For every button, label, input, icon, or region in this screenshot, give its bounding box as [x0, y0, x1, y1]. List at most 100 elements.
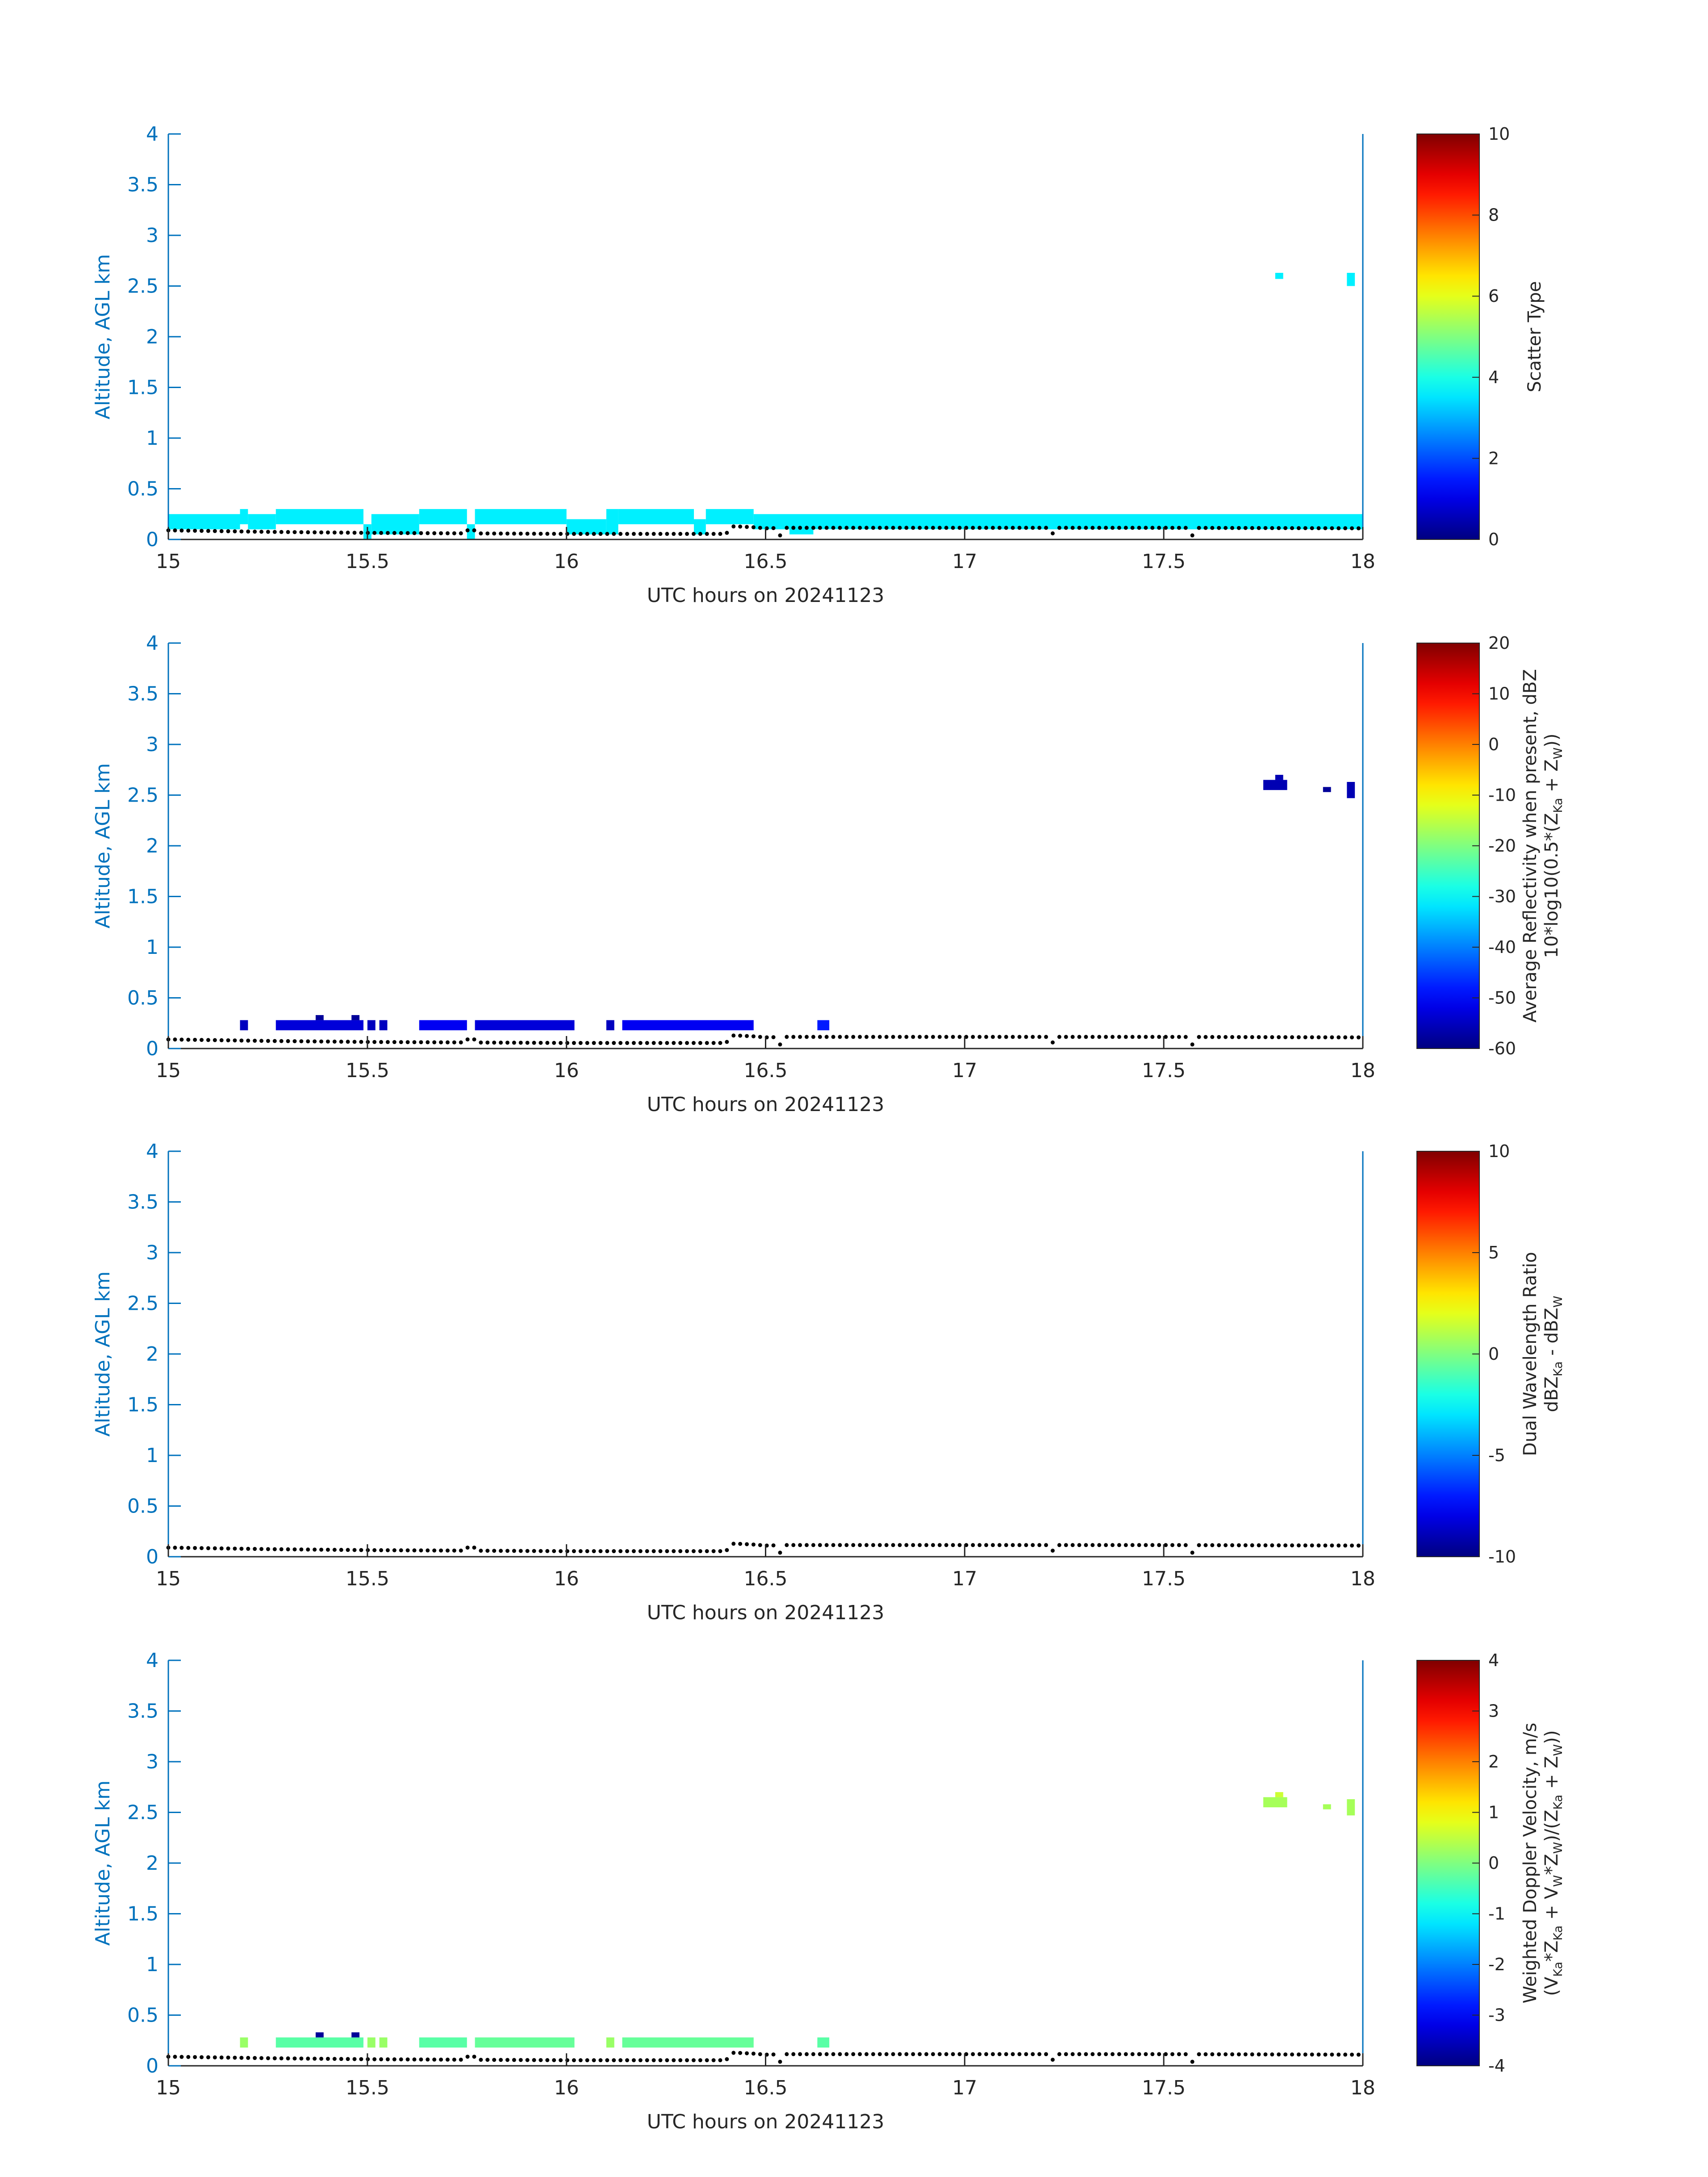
surface-point — [1197, 1035, 1201, 1039]
surface-point — [246, 529, 251, 534]
surface-point — [465, 1037, 470, 1042]
surface-point — [499, 2058, 503, 2062]
surface-point — [1343, 1035, 1348, 1040]
surface-point — [864, 1543, 869, 1547]
surface-point — [1090, 2052, 1095, 2056]
surface-point — [1177, 1543, 1181, 1547]
surface-point — [1230, 1543, 1235, 1547]
surface-point — [186, 528, 191, 533]
x-tick-label: 16 — [554, 1567, 579, 1590]
surface-point — [472, 1037, 476, 1042]
surface-point — [678, 2058, 683, 2063]
heatmap-cell — [168, 514, 240, 530]
surface-point — [585, 1549, 589, 1554]
surface-point — [359, 2057, 363, 2061]
heatmap-cell — [1323, 787, 1331, 792]
surface-point — [1084, 1035, 1088, 1039]
surface-point — [193, 528, 197, 533]
surface-point — [352, 1040, 357, 1044]
surface-point — [472, 2055, 476, 2059]
panel-1: 0 0.5 1 1.5 2 2.5 3 3.5 4 15 15.5 16 16.5 17 17.5 18 UTC… — [92, 123, 1545, 607]
surface-point — [678, 1549, 683, 1554]
surface-point — [1250, 1035, 1254, 1039]
surface-point — [798, 2052, 802, 2056]
heatmap-cells — [240, 1792, 1355, 2048]
x-tick-label: 18 — [1350, 1059, 1375, 1082]
surface-point — [718, 1041, 722, 1045]
surface-point — [997, 1543, 1002, 1547]
surface-point — [1224, 1035, 1228, 1039]
colorbar-tick-label: -3 — [1488, 2006, 1505, 2025]
surface-point — [1150, 526, 1155, 530]
surface-point — [372, 531, 377, 535]
surface-point — [924, 1035, 929, 1039]
surface-point — [698, 2058, 702, 2063]
surface-point — [665, 1041, 669, 1045]
surface-point — [658, 2058, 663, 2063]
colorbar-tick-label: 0 — [1488, 1344, 1499, 1364]
surface-point — [226, 1546, 230, 1551]
x-axis-label: UTC hours on 20241123 — [647, 2110, 885, 2133]
surface-point — [445, 531, 450, 535]
y-tick-label: 4 — [146, 632, 159, 655]
y-tick-label: 1.5 — [127, 1903, 159, 1926]
surface-point — [1197, 526, 1201, 530]
surface-point — [452, 531, 456, 535]
surface-point — [1037, 526, 1042, 530]
surface-point — [1170, 1543, 1175, 1547]
surface-point — [844, 1035, 849, 1039]
surface-point — [552, 1549, 556, 1553]
x-tick-label: 17.5 — [1142, 1059, 1186, 1082]
surface-point — [1303, 1035, 1307, 1040]
surface-point — [631, 532, 636, 536]
surface-point — [426, 1548, 430, 1553]
panel-2: 0 0.5 1 1.5 2 2.5 3 3.5 4 15 15.5 16 16.5 17 17.5 18 UTC… — [92, 632, 1565, 1116]
y-tick-label: 1.5 — [127, 1394, 159, 1417]
surface-point — [864, 1035, 869, 1039]
surface-point — [445, 2057, 450, 2062]
y-tick-label: 3 — [146, 224, 159, 247]
surface-point — [352, 2057, 357, 2061]
surface-point — [332, 2056, 337, 2061]
surface-point — [572, 2058, 576, 2063]
x-tick-label: 16.5 — [744, 2077, 788, 2099]
surface-point — [931, 526, 935, 530]
surface-point — [918, 526, 922, 530]
surface-point — [884, 2052, 889, 2056]
surface-point — [1183, 2052, 1188, 2056]
surface-point — [539, 1040, 543, 1045]
surface-point — [1217, 2052, 1221, 2056]
surface-point — [279, 2056, 284, 2060]
surface-point — [1323, 1035, 1328, 1040]
surface-point — [505, 1040, 509, 1045]
surface-point — [898, 526, 902, 530]
surface-point — [319, 1039, 323, 1044]
surface-point — [1336, 2052, 1341, 2057]
y-tick-label: 1 — [146, 1444, 159, 1467]
surface-point — [492, 1040, 497, 1045]
surface-point — [944, 2052, 948, 2056]
surface-point — [884, 526, 889, 530]
surface-point — [539, 1549, 543, 1553]
surface-point — [485, 2058, 490, 2062]
y-tick-label: 2.5 — [127, 1292, 159, 1315]
surface-point — [326, 530, 330, 535]
surface-point — [313, 2056, 317, 2061]
y-tick-label: 3.5 — [127, 174, 159, 196]
surface-point — [1011, 526, 1015, 530]
surface-point — [292, 1547, 297, 1552]
surface-point — [1150, 2052, 1155, 2056]
surface-point — [1277, 526, 1281, 531]
surface-point — [459, 2057, 463, 2062]
surface-point — [339, 531, 343, 535]
surface-point — [479, 1040, 483, 1045]
surface-point — [1257, 526, 1261, 530]
colorbar-tick-label: -10 — [1488, 786, 1516, 805]
surface-point — [990, 2052, 995, 2056]
x-tick-label: 17 — [952, 1567, 977, 1590]
surface-point — [206, 1546, 210, 1550]
surface-point — [1316, 2052, 1321, 2057]
surface-point — [499, 531, 503, 536]
y-tick-label: 3.5 — [127, 1700, 159, 1723]
surface-point — [645, 1549, 649, 1554]
